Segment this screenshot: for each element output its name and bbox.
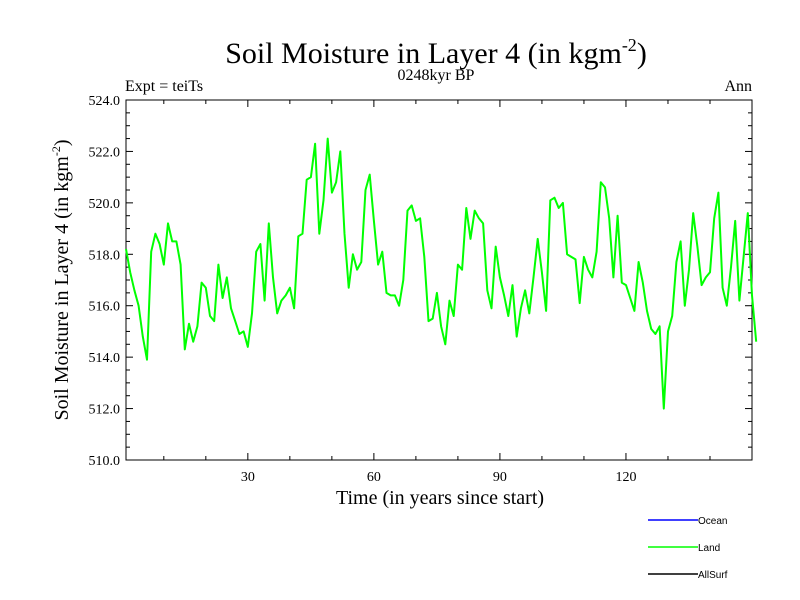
x-tick-label: 30 [241,470,255,485]
legend-label-land: Land [698,543,720,554]
chart-title-superscript: -2 [622,35,637,55]
legend: Ocean Land AllSurf [648,516,728,581]
series-line-land [125,137,758,410]
chart-title-main: Soil Moisture in Layer 4 (in kgm [225,37,622,70]
series-layer [125,137,758,410]
x-axis: 30 60 90 120 [163,100,753,485]
y-tick-label: 518.0 [89,248,121,263]
x-axis-label: Time (in years since start) [336,487,544,509]
y-axis: 510.0 512.0 514.0 516.0 518.0 520.0 522.0 524.0 [89,94,752,469]
y-tick-label: 524.0 [89,94,121,109]
y-axis-label-close: ) [51,139,73,146]
legend-label-allsurf: AllSurf [698,570,728,581]
experiment-label: Expt = teiTs [125,78,203,95]
legend-label-ocean: Ocean [698,516,727,527]
y-tick-label: 520.0 [89,197,121,212]
y-axis-label-main: Soil Moisture in Layer 4 (in kgm [51,156,73,421]
x-tick-label: 120 [615,470,636,485]
chart-subtitle: 0248kyr BP [398,67,475,84]
season-label: Ann [724,78,752,95]
chart-title: Soil Moisture in Layer 4 (in kgm-2) [225,35,647,70]
y-tick-label: 522.0 [89,145,121,160]
x-tick-label: 90 [493,470,507,485]
y-tick-label: 514.0 [89,351,121,366]
y-axis-label-superscript: -2 [49,146,63,156]
chart-title-close: ) [637,37,647,70]
y-tick-label: 512.0 [89,403,121,418]
x-tick-label: 60 [367,470,381,485]
y-tick-label: 510.0 [89,454,121,469]
y-axis-label: Soil Moisture in Layer 4 (in kgm-2) [49,139,73,420]
y-tick-label: 516.0 [89,300,121,315]
